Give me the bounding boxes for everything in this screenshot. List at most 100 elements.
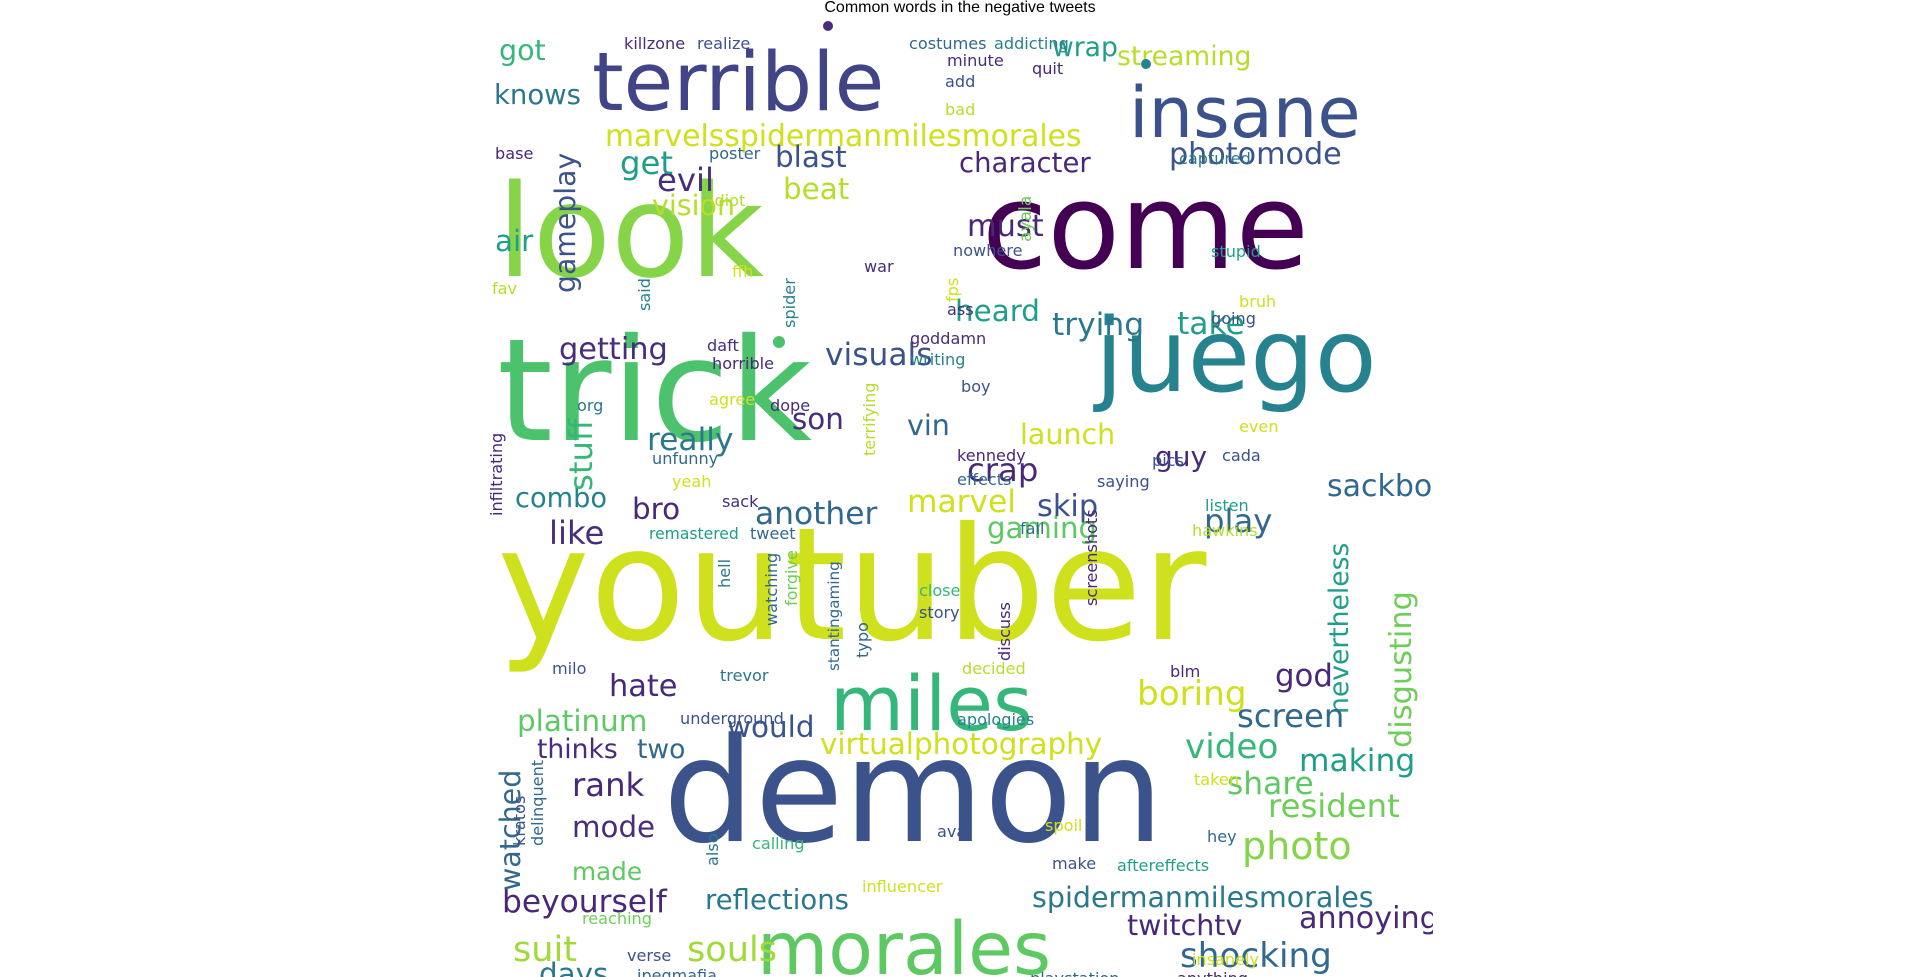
cloud-word-visuals: visuals: [825, 336, 933, 373]
cloud-word-photomode: photomode: [1169, 137, 1342, 173]
cloud-word-discuss: discuss: [995, 602, 1014, 661]
cloud-word-killzone: killzone: [624, 34, 686, 54]
cloud-word-hate: hate: [609, 668, 678, 704]
cloud-word-spidermanmilesmorales: spidermanmilesmorales: [1032, 880, 1374, 914]
cloud-word-son: son: [792, 401, 844, 436]
cloud-word-resident: resident: [1268, 786, 1400, 825]
cloud-word-twitchtv: twitchtv: [1127, 908, 1243, 942]
cloud-word-kratos: kratos: [510, 795, 529, 846]
cloud-word-also: also: [703, 833, 722, 866]
cloud-word-idiot: idiot: [710, 191, 746, 211]
cloud-word-streaming: streaming: [1117, 40, 1252, 72]
cloud-word-would: would: [727, 709, 815, 744]
cloud-word-yeah: yeah: [672, 472, 712, 492]
cloud-word-goddamn: goddamn: [910, 329, 987, 349]
cloud-word-made: made: [572, 857, 643, 887]
cloud-word-insanely: insanely: [1192, 950, 1260, 970]
cloud-word-trick: trick: [497, 307, 812, 474]
cloud-word-said: said: [635, 278, 654, 311]
cloud-word-base: base: [495, 144, 534, 164]
cloud-word-fall: fall: [1020, 519, 1045, 539]
cloud-word-bad: bad: [945, 100, 976, 120]
cloud-word-boring: boring: [1137, 673, 1247, 714]
cloud-word-rank: rank: [572, 765, 645, 804]
cloud-word-like: like: [549, 513, 605, 552]
cloud-word-crap: crap: [967, 450, 1039, 489]
cloud-word-taken: taken: [1194, 770, 1240, 790]
cloud-word-juego: juego: [1095, 296, 1377, 415]
cloud-word-pics: pics: [1152, 451, 1184, 471]
cloud-word-bruh: bruh: [1239, 292, 1277, 312]
cloud-word-decided: decided: [962, 659, 1026, 679]
cloud-word-marvel: marvel: [907, 483, 1017, 520]
cloud-word-wrap: wrap: [1052, 31, 1118, 63]
cloud-word-suit: suit: [513, 928, 578, 970]
cloud-word-two: two: [637, 733, 686, 765]
cloud-word-gameplay: gameplay: [549, 152, 582, 293]
cloud-word-guy: guy: [1155, 440, 1208, 474]
cloud-word-ava: ava: [937, 822, 967, 842]
cloud-word-combo: combo: [515, 482, 607, 514]
cloud-word-marvelsspidermanmilesmorales: marvelsspidermanmilesmorales: [605, 118, 1082, 154]
cloud-word-milo: milo: [552, 659, 587, 679]
cloud-word-ffh: ffh: [732, 262, 754, 282]
cloud-word-story: story: [919, 603, 960, 623]
cloud-word-poster: poster: [709, 144, 761, 164]
cloud-word-beyourself: beyourself: [502, 883, 667, 920]
cloud-word-hell: hell: [715, 558, 734, 588]
cloud-word-realize: realize: [697, 34, 751, 54]
cloud-word-youtuber: youtuber: [497, 493, 1207, 677]
cloud-word-god: god: [1275, 658, 1333, 695]
cloud-word-unfunny: unfunny: [652, 449, 719, 469]
cloud-word-costumes: costumes: [909, 34, 987, 54]
cloud-word-virtualphotography: virtualphotography: [820, 726, 1103, 761]
cloud-word-agree: agree: [709, 390, 756, 410]
decorative-dot: [1141, 59, 1151, 69]
cloud-word-spoil: spoil: [1045, 816, 1083, 836]
cloud-word-dope: dope: [770, 396, 811, 416]
cloud-word-screenshots: screenshots: [1082, 509, 1101, 606]
cloud-word-trevor: trevor: [720, 666, 769, 686]
cloud-word-reflections: reflections: [705, 883, 849, 916]
cloud-word-share: share: [1227, 765, 1314, 802]
cloud-word-platinum: platinum: [517, 703, 648, 738]
cloud-word-sackboy: sackboy: [1327, 468, 1433, 504]
cloud-word-infiltrating: infiltrating: [487, 432, 506, 516]
cloud-word-morales: morales: [757, 906, 1052, 977]
cloud-word-terrible: terrible: [592, 36, 885, 131]
cloud-word-playstation: playstation: [1030, 971, 1119, 977]
cloud-word-take: take: [1177, 305, 1245, 342]
cloud-word-apologies: apologies: [957, 710, 1035, 730]
cloud-word-minute: minute: [947, 51, 1004, 71]
cloud-word-make: make: [1052, 854, 1097, 874]
decorative-dot: [773, 336, 785, 348]
cloud-word-got: got: [499, 33, 546, 67]
cloud-word-verse: verse: [627, 946, 672, 966]
cloud-word-terrifying: terrifying: [860, 382, 879, 456]
cloud-word-demon: demon: [663, 707, 1164, 876]
cloud-word-add: add: [945, 72, 976, 92]
cloud-word-vision: vision: [652, 188, 736, 222]
cloud-word-tweet: tweet: [750, 524, 796, 544]
cloud-word-character: character: [959, 146, 1091, 179]
cloud-word-air: air: [495, 223, 534, 258]
cloud-word-trying: trying: [1052, 306, 1145, 343]
cloud-word-screen: screen: [1237, 696, 1345, 735]
cloud-word-nowhere: nowhere: [953, 241, 1023, 261]
cloud-word-reaching: reaching: [582, 909, 652, 929]
cloud-word-going: going: [1211, 309, 1256, 329]
cloud-word-making: making: [1299, 743, 1416, 780]
cloud-word-anything: anything: [1177, 971, 1248, 977]
cloud-word-annoying: annoying: [1299, 900, 1433, 936]
cloud-word-stupid: stupid: [1211, 242, 1261, 262]
cloud-word-remastered: remastered: [649, 524, 739, 543]
cloud-word-boy: boy: [961, 377, 991, 397]
cloud-word-miles: miles: [830, 659, 1033, 748]
cloud-word-aftereffects: aftereffects: [1117, 856, 1210, 876]
cloud-word-hawkins: hawkins: [1192, 521, 1258, 541]
cloud-word-play: play: [1204, 501, 1273, 540]
cloud-word-influencer: influencer: [862, 877, 943, 897]
cloud-word-stantingaming: stantingaming: [825, 561, 843, 671]
cloud-word-ass: ass: [947, 300, 974, 320]
cloud-word-close: close: [919, 581, 961, 601]
